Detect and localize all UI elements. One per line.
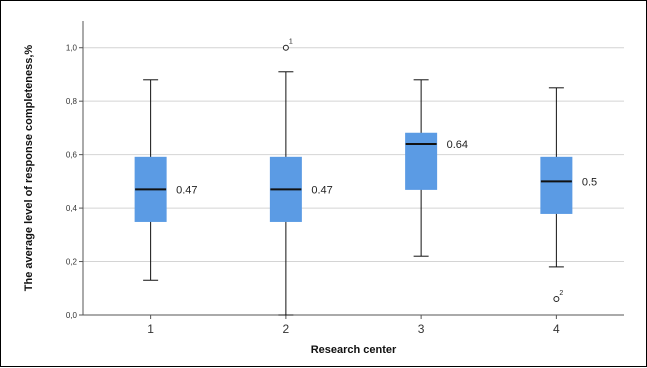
box-group: 0.47 — [134, 79, 198, 281]
x-tick-label: 3 — [418, 322, 425, 336]
y-tick-label: 0,4 — [66, 204, 78, 213]
box-group: 0.52 — [540, 87, 597, 302]
y-tick-label: 0,0 — [66, 311, 78, 320]
grid-layer — [83, 47, 624, 263]
x-axis-title: Research center — [311, 344, 397, 356]
axis-layer — [82, 21, 624, 316]
y-axis-title: The average level of response completene… — [23, 45, 35, 292]
median-label: 0.47 — [311, 184, 332, 196]
median-label: 0.64 — [447, 139, 468, 151]
y-tick-label: 0,2 — [66, 258, 78, 267]
outlier-point — [282, 44, 289, 51]
x-tick-label: 1 — [147, 322, 154, 336]
outlier-label: 2 — [559, 290, 563, 297]
x-tick-label: 4 — [553, 322, 560, 336]
y-tick-label: 0,8 — [66, 97, 78, 106]
box-group: 0.47 1 — [269, 39, 333, 316]
outlier-point — [553, 295, 560, 302]
box-group: 0.64 — [405, 79, 468, 257]
iqr-box — [540, 156, 573, 214]
outlier-label: 1 — [289, 39, 293, 46]
iqr-box — [405, 132, 438, 190]
y-tick-labels: 0,0 0,2 0,4 0,6 0,8 1,0 — [66, 44, 83, 320]
y-tick-label: 1,0 — [66, 44, 78, 53]
median-label: 0.5 — [582, 176, 597, 188]
x-tick-labels: 1 2 3 4 — [147, 315, 560, 336]
median-label: 0.47 — [176, 184, 197, 196]
y-tick-label: 0,6 — [66, 151, 78, 160]
x-tick-label: 2 — [283, 322, 290, 336]
